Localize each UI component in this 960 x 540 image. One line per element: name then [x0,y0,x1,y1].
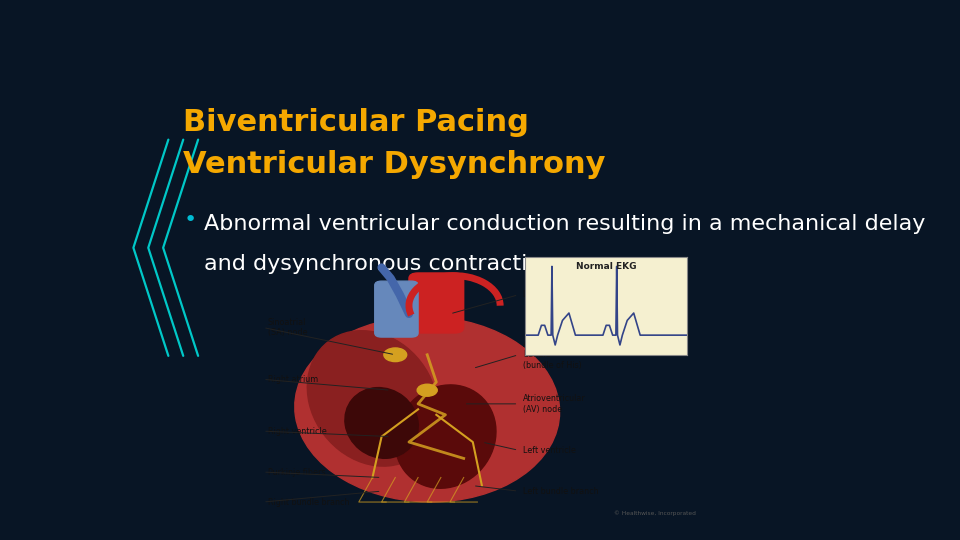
Text: Right bundle branch: Right bundle branch [268,497,349,507]
Text: Left ventricle: Left ventricle [523,446,576,455]
Ellipse shape [395,385,496,488]
Text: Right ventricle: Right ventricle [268,427,326,436]
FancyBboxPatch shape [409,273,464,333]
Text: Purkinje fibers: Purkinje fibers [268,468,325,476]
Text: Sinoatrial
(SA) node: Sinoatrial (SA) node [268,318,307,337]
Text: Left atrium: Left atrium [523,291,567,299]
Ellipse shape [295,316,560,502]
Ellipse shape [307,330,438,466]
Circle shape [418,384,437,396]
Circle shape [384,348,407,362]
Text: •: • [183,210,197,231]
Text: © Healthwise, Incorporated: © Healthwise, Incorporated [614,510,696,516]
Ellipse shape [345,388,419,458]
Text: and dysynchronous contraction: and dysynchronous contraction [204,254,555,274]
Text: Atrioventricular
(AV) node: Atrioventricular (AV) node [523,394,586,414]
Text: Normal EKG: Normal EKG [576,261,636,271]
Text: Biventricular Pacing: Biventricular Pacing [183,109,529,138]
Text: Right atrium: Right atrium [268,375,318,384]
Text: Ventricular Dysynchrony: Ventricular Dysynchrony [183,150,606,179]
FancyBboxPatch shape [374,281,419,337]
Text: Atrioventricular
bundle
(bundle of His): Atrioventricular bundle (bundle of His) [523,340,586,370]
Text: Abnormal ventricular conduction resulting in a mechanical delay: Abnormal ventricular conduction resultin… [204,214,925,234]
Text: Left bundle branch: Left bundle branch [523,487,599,496]
